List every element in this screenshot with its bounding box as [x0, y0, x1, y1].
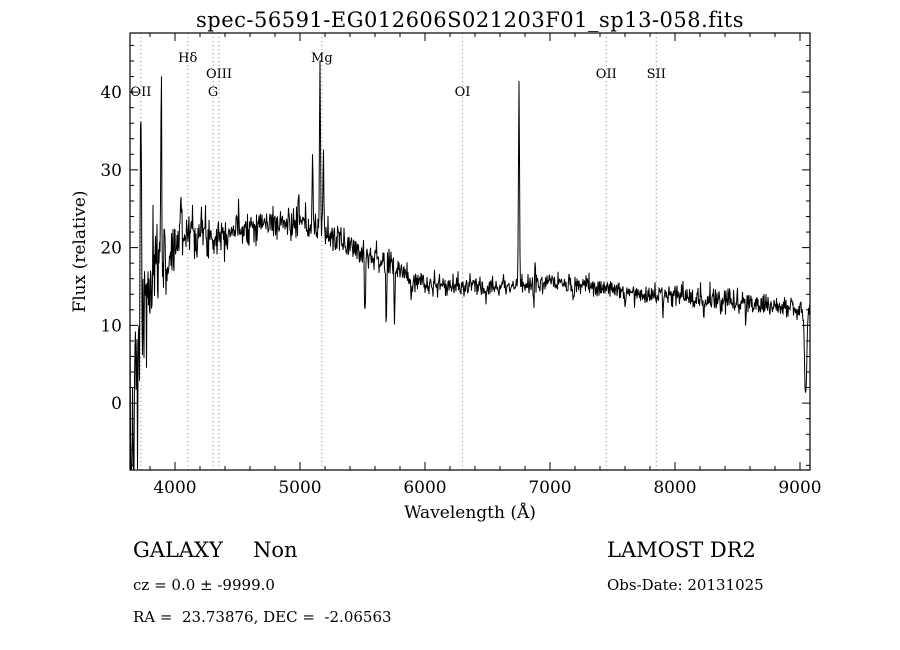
spectrum-plot: OII Hδ G OIII Mg OI OII SII 4000 5000 6000 7000 8000…	[70, 32, 822, 523]
ra-dec: RA = 23.73876, DEC = -2.06563	[133, 608, 392, 626]
spectral-line-label: OII	[596, 67, 617, 82]
spectral-line-label: SII	[647, 67, 666, 82]
survey-label: LAMOST DR2	[607, 538, 756, 562]
class-label: GALAXY	[133, 538, 223, 562]
x-tick-label: 4000	[153, 478, 196, 498]
obs-date: Obs-Date: 20131025	[607, 576, 764, 594]
spectral-line-label: OIII	[206, 67, 232, 82]
x-tick-label: 5000	[278, 478, 321, 498]
x-tick-label: 6000	[403, 478, 446, 498]
plot-title: spec-56591-EG012606S021203F01_sp13-058.f…	[195, 8, 745, 32]
y-tick-label: 10	[100, 316, 122, 336]
plot-frame	[129, 32, 811, 471]
x-tick-label: 9000	[778, 478, 821, 498]
spectral-line-label: G	[208, 85, 218, 100]
spectrum-trace	[129, 60, 811, 470]
cz-value: cz = 0.0 ± -9999.0	[133, 576, 275, 594]
x-tick-label: 7000	[528, 478, 571, 498]
x-tick-label: 8000	[653, 478, 696, 498]
y-tick-label: 40	[100, 83, 122, 103]
y-tick-label: 20	[100, 239, 122, 259]
spectral-line-label: Hδ	[178, 51, 197, 66]
spectral-line-label: OII	[130, 85, 151, 100]
y-axis-title: Flux (relative)	[70, 190, 90, 312]
subclass-label: Non	[253, 538, 298, 562]
x-axis-title: Wavelength (Å)	[404, 502, 536, 523]
y-tick-label: 30	[100, 161, 122, 181]
spectral-line-label: OI	[455, 85, 471, 100]
spectral-line-label: Mg	[311, 51, 333, 66]
y-tick-label: 0	[111, 394, 122, 414]
